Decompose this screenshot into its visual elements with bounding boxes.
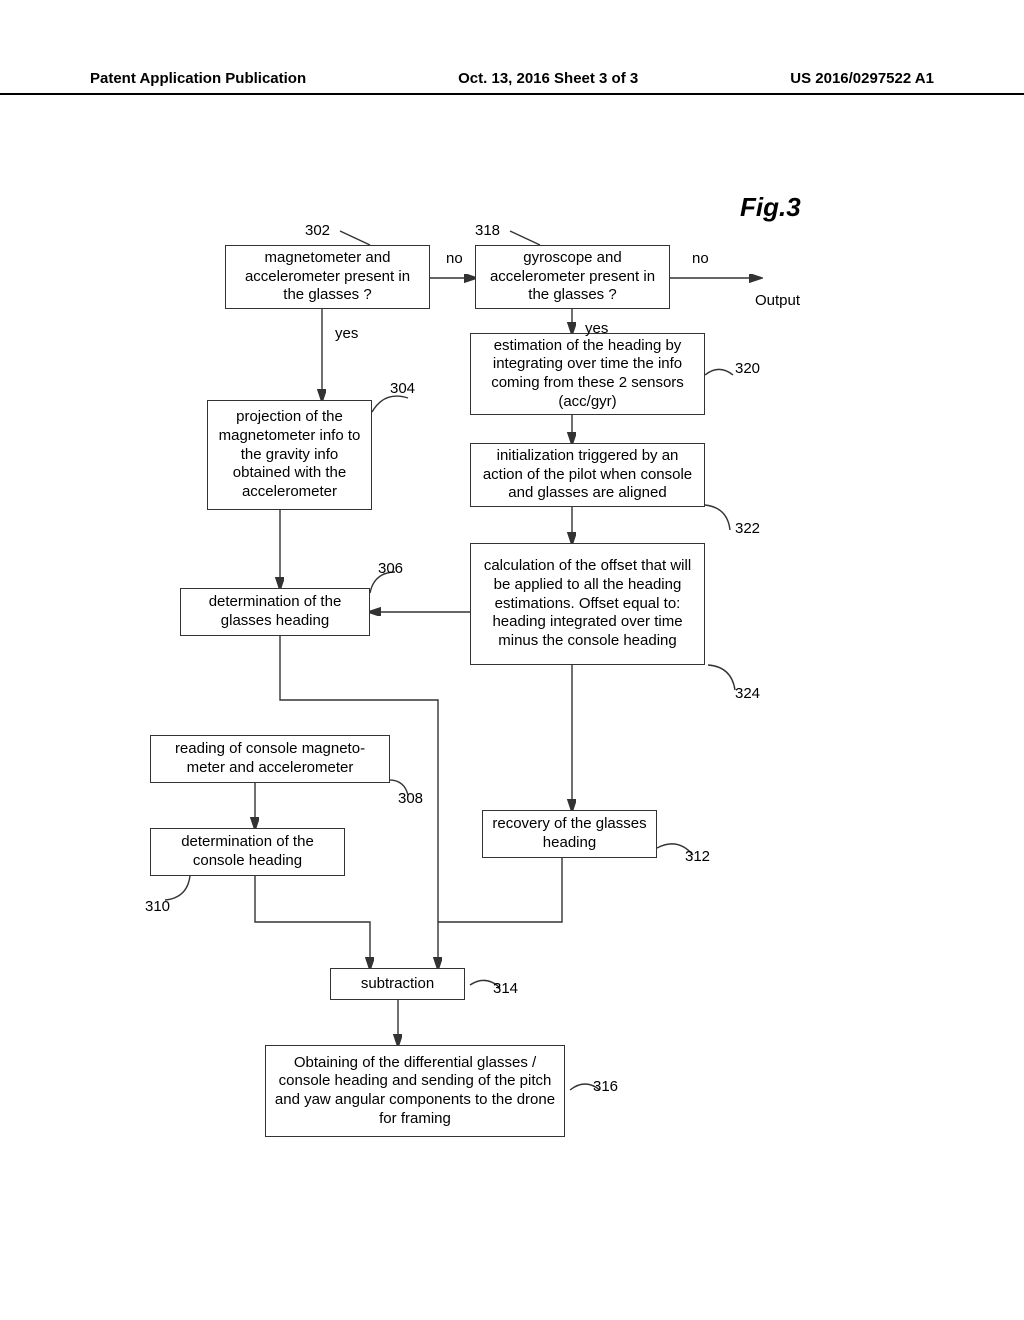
node-n324: calculation of the offset that will be a…: [470, 543, 705, 665]
node-n304: projection of the magnetometer info to t…: [207, 400, 372, 510]
node-n308: reading of console magneto-meter and acc…: [150, 735, 390, 783]
node-n312: recovery of the glasses heading: [482, 810, 657, 858]
callout-322: 322: [735, 520, 760, 537]
node-n318: gyroscope and accelerometer present in t…: [475, 245, 670, 309]
node-n310: determination of the console heading: [150, 828, 345, 876]
callout-312: 312: [685, 848, 710, 865]
callout-318: 318: [475, 222, 500, 239]
callout-306: 306: [378, 560, 403, 577]
callout-304: 304: [390, 380, 415, 397]
node-n314: subtraction: [330, 968, 465, 1000]
node-n306: determination of the glasses heading: [180, 588, 370, 636]
edge-label-no1: no: [446, 250, 463, 267]
flowchart-canvas: magnetometer and accelerometer present i…: [0, 0, 1024, 1320]
callout-324: 324: [735, 685, 760, 702]
callout-320: 320: [735, 360, 760, 377]
edge-label-out: Output: [755, 292, 800, 309]
callout-308: 308: [398, 790, 423, 807]
callout-316: 316: [593, 1078, 618, 1095]
callout-310: 310: [145, 898, 170, 915]
node-n316: Obtaining of the differential glasses / …: [265, 1045, 565, 1137]
node-n320: estimation of the heading by integrating…: [470, 333, 705, 415]
edge-label-yes2: yes: [585, 320, 608, 337]
edge-label-no2: no: [692, 250, 709, 267]
node-n322: initialization triggered by an action of…: [470, 443, 705, 507]
node-n302: magnetometer and accelerometer present i…: [225, 245, 430, 309]
callout-314: 314: [493, 980, 518, 997]
edge-label-yes1: yes: [335, 325, 358, 342]
callout-302: 302: [305, 222, 330, 239]
